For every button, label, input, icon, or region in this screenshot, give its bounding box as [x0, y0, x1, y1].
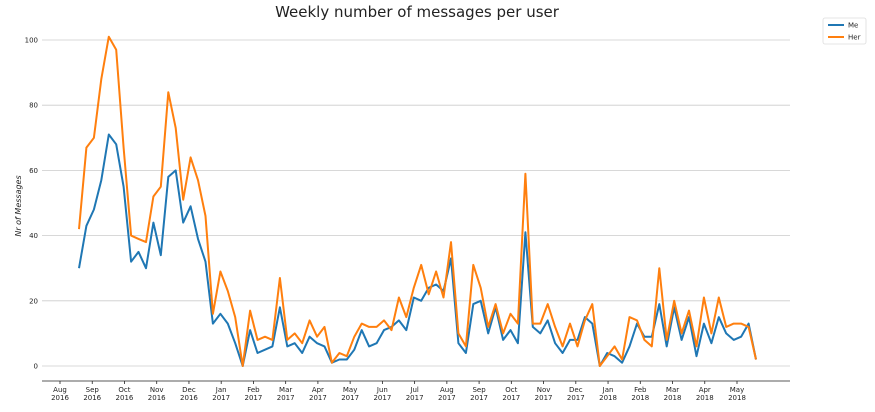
- y-tick-label: 60: [29, 167, 38, 175]
- y-axis-label: Nr of Messages: [14, 175, 23, 236]
- x-tick-label-month: Mar: [279, 386, 292, 394]
- x-tick-label-month: Dec: [182, 386, 196, 394]
- x-tick-label-year: 2016: [51, 394, 69, 402]
- y-tick-label: 40: [29, 232, 38, 240]
- x-tick-label-month: Apr: [699, 386, 711, 394]
- x-tick-label-year: 2017: [535, 394, 553, 402]
- x-tick-label-year: 2018: [631, 394, 649, 402]
- x-tick-label-year: 2018: [728, 394, 746, 402]
- x-tick-label-year: 2017: [245, 394, 263, 402]
- plot-area: [78, 35, 757, 367]
- x-tick-label-month: Jun: [376, 386, 388, 394]
- x-tick-label-month: May: [343, 386, 357, 394]
- y-axis: 0 20 40 60 80 100: [25, 37, 38, 371]
- x-tick-label-month: Jan: [215, 386, 227, 394]
- x-tick-label-month: Mar: [666, 386, 679, 394]
- x-tick-label-year: 2016: [148, 394, 166, 402]
- x-tick-label-year: 2017: [567, 394, 585, 402]
- y-tick-label: 100: [25, 37, 38, 45]
- x-tick-label-year: 2016: [180, 394, 198, 402]
- x-tick-label-month: May: [730, 386, 744, 394]
- x-tick-label-month: Dec: [569, 386, 583, 394]
- x-tick-label-month: Feb: [247, 386, 260, 394]
- x-tick-label-month: Aug: [440, 386, 454, 394]
- x-tick-label-month: Oct: [505, 386, 517, 394]
- x-tick-label-year: 2017: [502, 394, 520, 402]
- legend: Me Her: [822, 17, 867, 45]
- x-tick-label-month: Sep: [472, 386, 486, 394]
- x-tick-label-month: Nov: [537, 386, 551, 394]
- legend-label-me: Me: [848, 22, 858, 30]
- x-tick-label-year: 2017: [438, 394, 456, 402]
- x-tick-label-month: Oct: [118, 386, 130, 394]
- chart-title: Weekly number of messages per user: [275, 3, 560, 21]
- series-line-her: [78, 35, 757, 367]
- x-tick-label-year: 2018: [599, 394, 617, 402]
- y-tick-label: 0: [34, 363, 38, 371]
- x-tick-label-month: Sep: [86, 386, 100, 394]
- x-tick-label-year: 2018: [696, 394, 714, 402]
- x-tick-label-year: 2016: [83, 394, 101, 402]
- x-axis: Aug2016Sep2016Oct2016Nov2016Dec2016Jan20…: [42, 380, 790, 402]
- x-tick-label-month: Jul: [409, 386, 419, 394]
- x-tick-label-month: Aug: [53, 386, 67, 394]
- x-tick-label-year: 2017: [406, 394, 424, 402]
- x-tick-label-year: 2017: [373, 394, 391, 402]
- x-tick-label-month: Nov: [150, 386, 164, 394]
- x-tick-label-year: 2017: [277, 394, 295, 402]
- x-tick-label-year: 2016: [116, 394, 134, 402]
- y-tick-label: 20: [29, 297, 38, 305]
- x-tick-label-month: Apr: [312, 386, 324, 394]
- x-tick-label-year: 2018: [664, 394, 682, 402]
- legend-label-her: Her: [848, 34, 861, 42]
- x-tick-label-year: 2017: [341, 394, 359, 402]
- x-tick-label-year: 2017: [212, 394, 230, 402]
- x-tick-label-year: 2017: [309, 394, 327, 402]
- x-tick-label-month: Feb: [634, 386, 647, 394]
- x-tick-label-year: 2017: [470, 394, 488, 402]
- x-tick-label-month: Jan: [602, 386, 614, 394]
- y-tick-label: 80: [29, 102, 38, 110]
